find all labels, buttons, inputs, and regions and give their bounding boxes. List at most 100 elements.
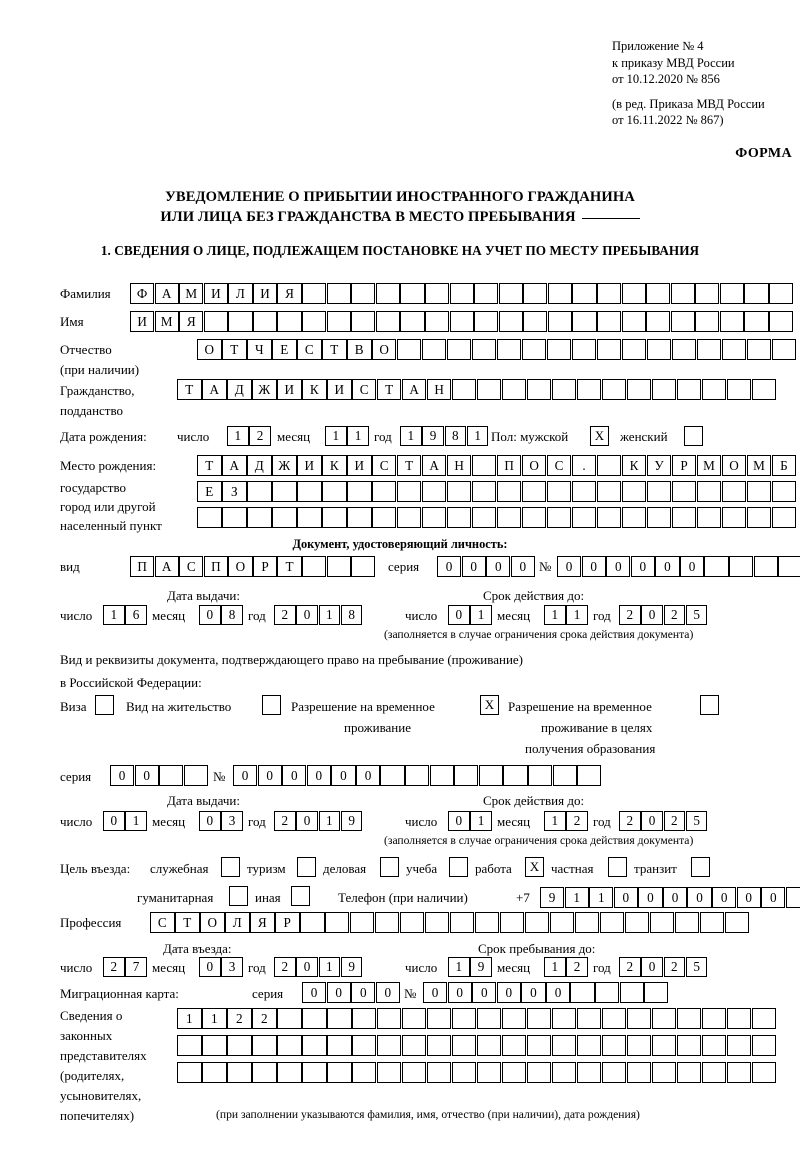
char-cell[interactable]: М <box>746 455 772 476</box>
char-cell[interactable] <box>177 1035 202 1056</box>
char-cell[interactable] <box>201 1035 227 1056</box>
char-cell[interactable] <box>346 481 372 502</box>
char-cell[interactable] <box>570 982 595 1003</box>
char-cell[interactable] <box>621 339 647 360</box>
char-cell[interactable]: Т <box>277 556 302 577</box>
char-cell[interactable] <box>719 283 745 304</box>
char-cell[interactable] <box>596 339 622 360</box>
char-cell[interactable]: 0 <box>521 982 546 1003</box>
char-cell[interactable]: 1 <box>227 426 249 446</box>
char-cell[interactable] <box>380 765 405 786</box>
char-cell[interactable] <box>726 1062 752 1083</box>
char-cell[interactable] <box>521 507 547 528</box>
char-cell[interactable]: 0 <box>687 887 712 908</box>
char-cell[interactable] <box>551 379 577 400</box>
char-cell[interactable]: . <box>571 455 597 476</box>
char-cell[interactable] <box>676 1062 702 1083</box>
char-cell[interactable]: 0 <box>606 556 631 577</box>
char-cell[interactable] <box>626 379 652 400</box>
char-cell[interactable] <box>503 765 528 786</box>
char-cell[interactable]: 1 <box>177 1008 202 1029</box>
char-cell[interactable]: Т <box>177 379 202 400</box>
char-cell[interactable] <box>527 765 553 786</box>
char-cell[interactable] <box>399 912 425 933</box>
char-cell[interactable] <box>751 379 777 400</box>
char-cell[interactable]: О <box>371 339 397 360</box>
char-cell[interactable] <box>326 1008 352 1029</box>
char-cell[interactable] <box>599 912 625 933</box>
char-cell[interactable] <box>576 1035 602 1056</box>
char-cell[interactable] <box>446 507 472 528</box>
char-cell[interactable]: А <box>154 283 179 304</box>
char-cell[interactable] <box>498 283 523 304</box>
char-cell[interactable]: Ч <box>246 339 272 360</box>
char-cell[interactable]: 2 <box>566 811 588 831</box>
char-cell[interactable] <box>746 339 772 360</box>
char-cell[interactable] <box>646 339 672 360</box>
char-cell[interactable] <box>744 283 769 304</box>
char-cell[interactable] <box>449 311 474 332</box>
char-cell[interactable] <box>203 311 228 332</box>
char-cell[interactable] <box>326 311 351 332</box>
purpose-option-checkbox-7[interactable] <box>691 857 710 877</box>
char-cell[interactable]: О <box>721 455 747 476</box>
char-cell[interactable] <box>551 1008 577 1029</box>
char-cell[interactable] <box>476 1008 502 1029</box>
char-cell[interactable]: 0 <box>679 556 705 577</box>
char-cell[interactable] <box>396 507 422 528</box>
char-cell[interactable]: 1 <box>201 1008 227 1029</box>
char-cell[interactable] <box>651 1008 677 1029</box>
char-cell[interactable] <box>226 1062 252 1083</box>
char-cell[interactable]: С <box>150 912 175 933</box>
char-cell[interactable] <box>719 311 745 332</box>
char-cell[interactable] <box>478 765 503 786</box>
char-cell[interactable]: З <box>221 481 247 502</box>
char-cell[interactable]: 1 <box>318 957 341 977</box>
char-cell[interactable] <box>474 912 500 933</box>
char-cell[interactable] <box>595 982 620 1003</box>
residence-permit-checkbox[interactable] <box>262 695 281 715</box>
char-cell[interactable] <box>351 311 376 332</box>
char-cell[interactable] <box>552 765 577 786</box>
char-cell[interactable] <box>471 455 497 476</box>
char-cell[interactable] <box>626 1035 652 1056</box>
char-cell[interactable]: А <box>401 379 427 400</box>
char-cell[interactable]: 0 <box>306 765 331 786</box>
char-cell[interactable] <box>299 912 325 933</box>
char-cell[interactable]: 0 <box>655 556 680 577</box>
char-cell[interactable]: П <box>130 556 155 577</box>
char-cell[interactable]: 0 <box>302 982 327 1003</box>
representatives-cells-row-3[interactable] <box>177 1062 777 1083</box>
char-cell[interactable] <box>596 507 622 528</box>
char-cell[interactable] <box>695 283 720 304</box>
char-cell[interactable] <box>649 912 675 933</box>
char-cell[interactable] <box>276 1008 302 1029</box>
char-cell[interactable]: С <box>179 556 204 577</box>
char-cell[interactable] <box>396 339 422 360</box>
char-cell[interactable] <box>471 507 497 528</box>
char-cell[interactable] <box>619 982 644 1003</box>
char-cell[interactable]: 0 <box>461 556 486 577</box>
char-cell[interactable]: В <box>346 339 372 360</box>
char-cell[interactable]: 0 <box>296 957 318 977</box>
char-cell[interactable] <box>271 507 297 528</box>
char-cell[interactable]: 2 <box>663 605 686 625</box>
char-cell[interactable]: Ж <box>271 455 297 476</box>
char-cell[interactable] <box>277 311 302 332</box>
char-cell[interactable] <box>346 507 372 528</box>
char-cell[interactable] <box>371 481 397 502</box>
char-cell[interactable] <box>526 1035 552 1056</box>
char-cell[interactable]: Б <box>771 455 797 476</box>
char-cell[interactable]: Д <box>226 379 252 400</box>
char-cell[interactable]: 0 <box>199 957 221 977</box>
